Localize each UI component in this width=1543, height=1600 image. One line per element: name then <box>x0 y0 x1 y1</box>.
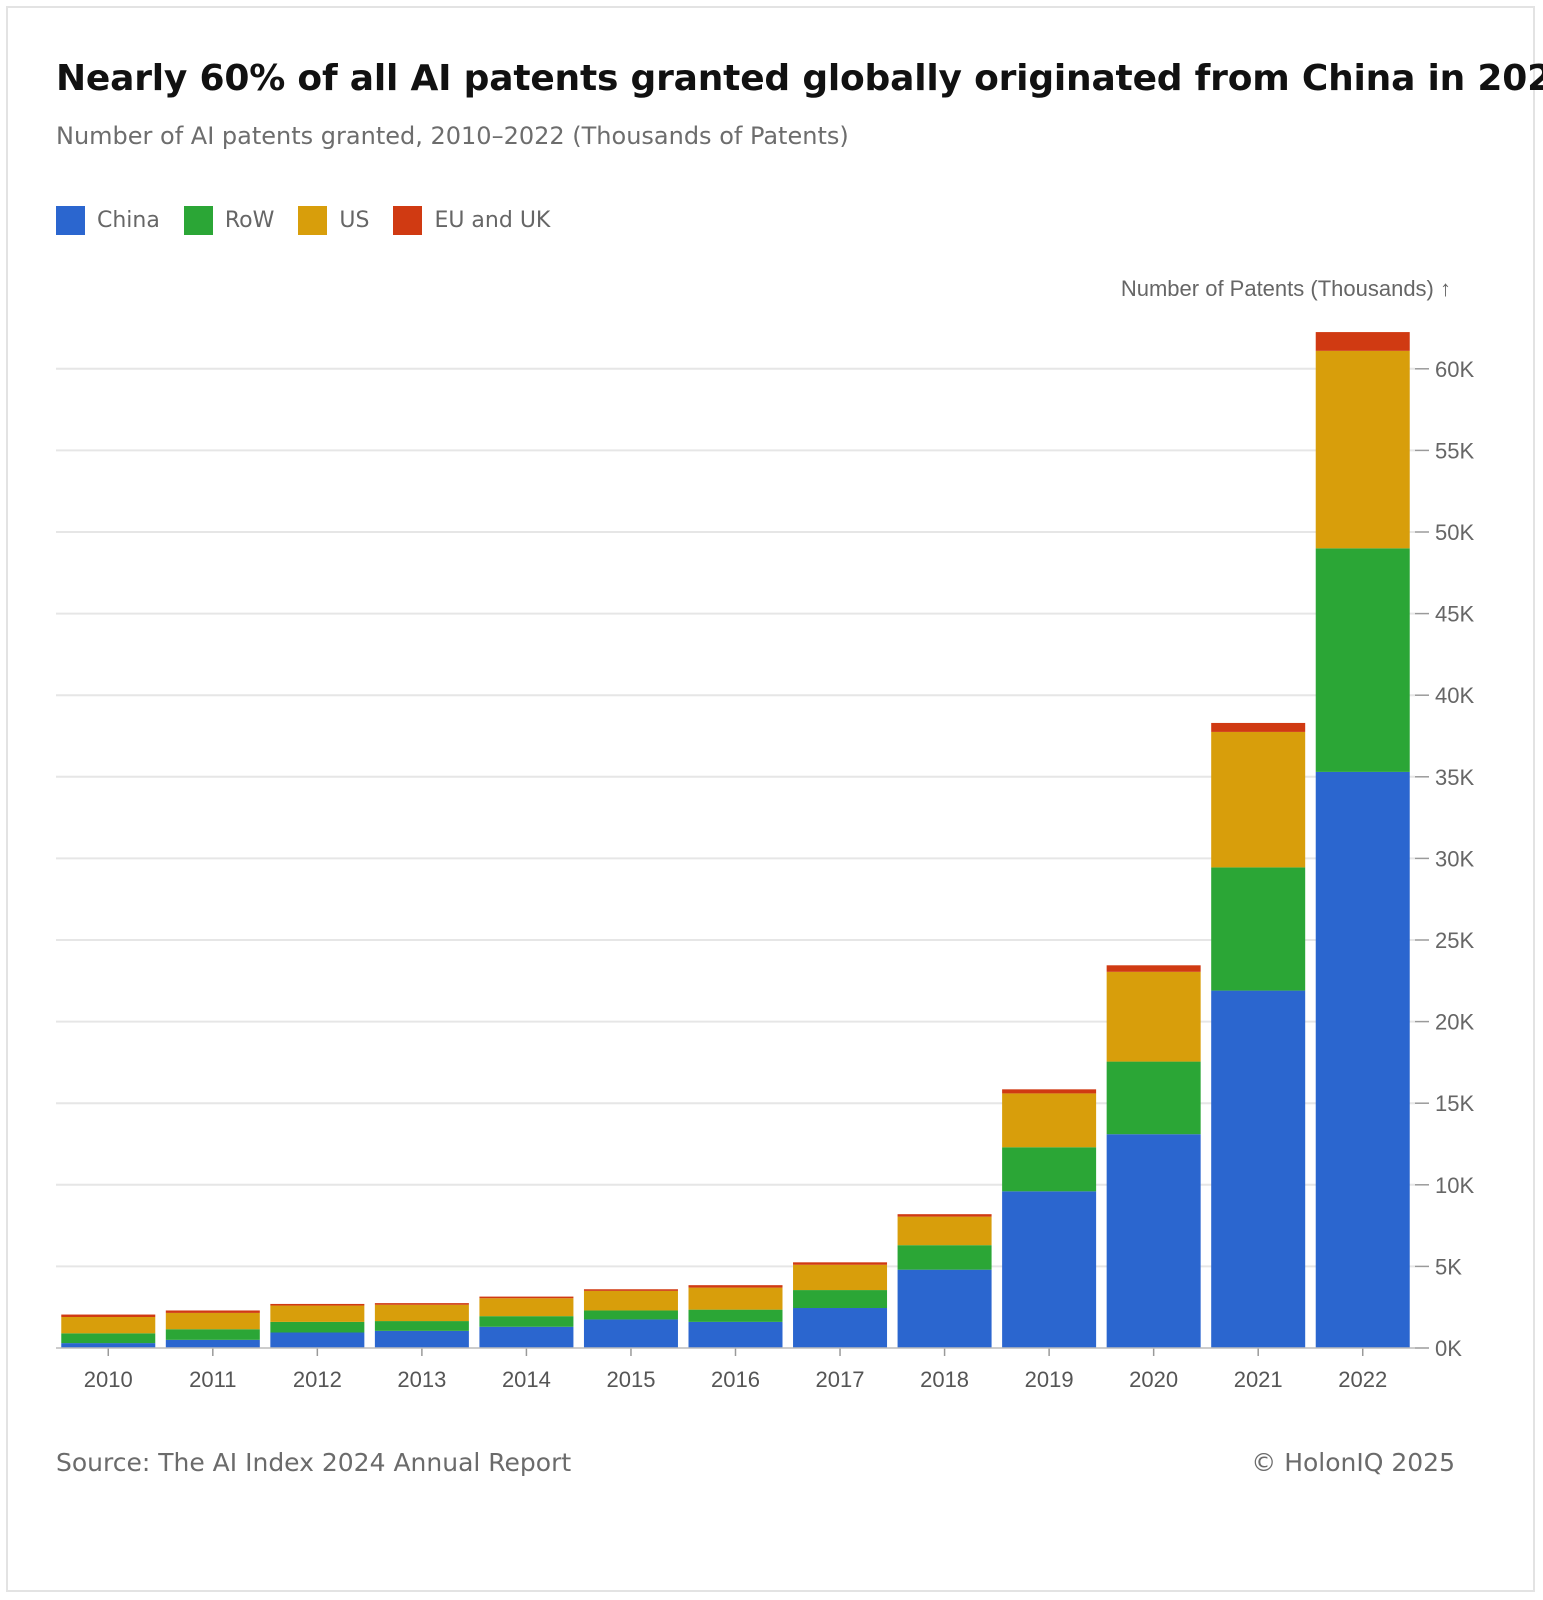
legend-label-china: China <box>97 208 160 233</box>
bar-segment <box>165 1339 260 1348</box>
bar-segment <box>688 1321 783 1348</box>
bar-segment <box>270 1303 365 1306</box>
bar-segment <box>1002 1089 1097 1094</box>
y-tick-label: 25K <box>1435 928 1474 953</box>
chart-subtitle: Number of AI patents granted, 2010–2022 … <box>56 122 849 150</box>
y-tick-label: 35K <box>1435 765 1474 790</box>
bar-segment <box>1315 548 1410 772</box>
y-tick-label: 50K <box>1435 520 1474 545</box>
y-tick-label: 55K <box>1435 438 1474 463</box>
bar-segment <box>270 1305 365 1322</box>
bar-segment <box>61 1314 156 1317</box>
bar-segment <box>897 1245 992 1270</box>
y-tick-label: 10K <box>1435 1173 1474 1198</box>
bar-segment <box>165 1310 260 1313</box>
bar-segment <box>1106 971 1201 1062</box>
x-tick-label: 2012 <box>293 1367 342 1392</box>
bar-segment <box>897 1269 992 1348</box>
bar-segment <box>583 1289 678 1291</box>
bar-segment <box>479 1326 574 1348</box>
y-tick-label: 30K <box>1435 846 1474 871</box>
bar-segment <box>1106 965 1201 972</box>
y-tick-label: 20K <box>1435 1010 1474 1035</box>
y-tick-label: 5K <box>1435 1254 1462 1279</box>
copyright-note: © HolonIQ 2025 <box>1251 1448 1455 1477</box>
legend: China RoW US EU and UK <box>56 206 574 235</box>
bar-segment <box>61 1316 156 1334</box>
bar-segment <box>479 1316 574 1327</box>
bar-segment <box>270 1332 365 1348</box>
bar-segment <box>61 1333 156 1344</box>
x-tick-label: 2013 <box>397 1367 446 1392</box>
bar-segment <box>583 1290 678 1311</box>
bar-segment <box>897 1216 992 1246</box>
bar-segment <box>479 1298 574 1317</box>
x-tick-label: 2020 <box>1129 1367 1178 1392</box>
bar-segment <box>1002 1191 1097 1348</box>
y-axis-title: Number of Patents (Thousands) ↑ <box>1120 276 1451 301</box>
y-tick-label: 40K <box>1435 683 1474 708</box>
bar-segment <box>61 1343 156 1348</box>
chart-title: Nearly 60% of all AI patents granted glo… <box>56 58 1543 99</box>
bar-segment <box>1315 771 1410 1348</box>
y-tick-label: 0K <box>1435 1336 1462 1361</box>
legend-item-eu-uk[interactable]: EU and UK <box>393 206 550 235</box>
legend-swatch-eu-uk <box>393 206 423 235</box>
y-tick-label: 15K <box>1435 1091 1474 1116</box>
legend-label-eu-uk: EU and UK <box>434 208 551 233</box>
x-tick-label: 2022 <box>1338 1367 1387 1392</box>
bar-segment <box>1211 867 1306 991</box>
legend-swatch-china <box>56 206 85 235</box>
bar-segment <box>583 1319 678 1348</box>
bar-segment <box>688 1309 783 1322</box>
x-tick-label: 2021 <box>1234 1367 1283 1392</box>
bar-segment <box>793 1262 888 1265</box>
bar-segment <box>897 1214 992 1217</box>
x-tick-label: 2010 <box>84 1367 133 1392</box>
bar-segment <box>1211 731 1306 868</box>
bar-segment <box>1002 1093 1097 1148</box>
bar-segment <box>374 1303 469 1305</box>
bar-segment <box>1002 1147 1097 1192</box>
bar-segment <box>165 1329 260 1340</box>
bar-segment <box>270 1321 365 1333</box>
bar-segment <box>1315 332 1410 351</box>
x-tick-label: 2016 <box>711 1367 760 1392</box>
bar-segment <box>374 1321 469 1331</box>
bar-segment <box>374 1304 469 1322</box>
legend-swatch-row <box>183 206 213 235</box>
bar-segment <box>1315 350 1410 549</box>
legend-item-us[interactable]: US <box>298 206 369 235</box>
bar-segment <box>688 1287 783 1310</box>
source-note: Source: The AI Index 2024 Annual Report <box>56 1448 572 1477</box>
bar-segment <box>1106 1134 1201 1348</box>
legend-label-row: RoW <box>224 208 275 233</box>
bar-segment <box>793 1308 888 1348</box>
bar-segment <box>793 1264 888 1291</box>
bar-segment <box>793 1290 888 1309</box>
legend-swatch-us <box>298 206 328 235</box>
x-tick-label: 2014 <box>502 1367 551 1392</box>
y-tick-label: 60K <box>1435 357 1474 382</box>
bar-segment <box>688 1285 783 1288</box>
legend-item-row[interactable]: RoW <box>183 206 275 235</box>
legend-item-china[interactable]: China <box>56 206 160 235</box>
bar-segment <box>1211 722 1306 732</box>
bar-segment <box>165 1312 260 1330</box>
x-tick-label: 2019 <box>1025 1367 1074 1392</box>
bar-segment <box>479 1296 574 1299</box>
x-tick-label: 2011 <box>189 1367 236 1392</box>
x-tick-label: 2018 <box>920 1367 969 1392</box>
bar-segment <box>1211 990 1306 1348</box>
bar-segment <box>583 1310 678 1320</box>
y-tick-label: 45K <box>1435 602 1474 627</box>
bar-segment <box>1106 1061 1201 1135</box>
legend-label-us: US <box>339 208 370 233</box>
stacked-bar-chart: 0K 5K 10K 15K 20K 25K 30K 35K 40K 45K 50K 55K 60K 201… <box>56 332 1474 1392</box>
x-tick-label: 2017 <box>816 1367 865 1392</box>
bar-segment <box>374 1330 469 1348</box>
x-tick-label: 2015 <box>606 1367 655 1392</box>
